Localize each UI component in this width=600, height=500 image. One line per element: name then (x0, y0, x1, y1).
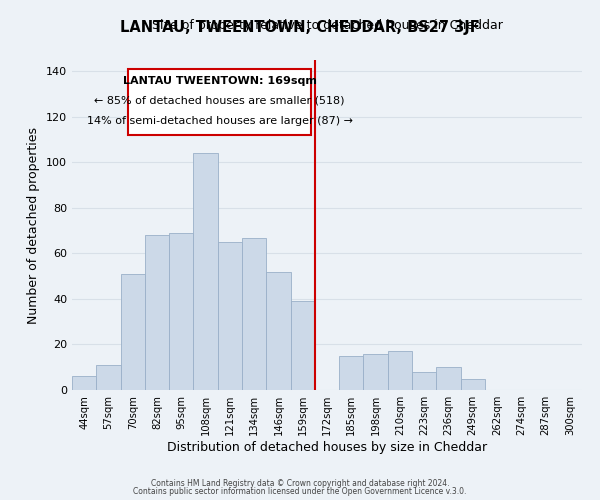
Text: Contains HM Land Registry data © Crown copyright and database right 2024.: Contains HM Land Registry data © Crown c… (151, 478, 449, 488)
Bar (218, 242, 242, 390)
Y-axis label: Number of detached properties: Number of detached properties (28, 126, 40, 324)
Text: LANTAU, TWEENTOWN, CHEDDAR, BS27 3JF: LANTAU, TWEENTOWN, CHEDDAR, BS27 3JF (120, 20, 480, 35)
Text: Contains public sector information licensed under the Open Government Licence v.: Contains public sector information licen… (133, 487, 467, 496)
Bar (145, 235, 169, 390)
Bar (364, 354, 388, 390)
Bar (242, 238, 266, 390)
Bar (461, 378, 485, 390)
FancyBboxPatch shape (128, 69, 311, 135)
Bar (169, 233, 193, 390)
Bar (388, 352, 412, 390)
X-axis label: Distribution of detached houses by size in Cheddar: Distribution of detached houses by size … (167, 441, 487, 454)
Bar (72, 376, 96, 390)
Text: 14% of semi-detached houses are larger (87) →: 14% of semi-detached houses are larger (… (86, 116, 353, 126)
Bar (266, 272, 290, 390)
Bar (193, 154, 218, 390)
Bar (436, 367, 461, 390)
Bar (339, 356, 364, 390)
Bar (96, 365, 121, 390)
Text: ← 85% of detached houses are smaller (518): ← 85% of detached houses are smaller (51… (94, 96, 345, 106)
Bar (121, 274, 145, 390)
Bar (290, 301, 315, 390)
Title: Size of property relative to detached houses in Cheddar: Size of property relative to detached ho… (152, 20, 502, 32)
Bar (412, 372, 436, 390)
Text: LANTAU TWEENTOWN: 169sqm: LANTAU TWEENTOWN: 169sqm (122, 76, 316, 86)
